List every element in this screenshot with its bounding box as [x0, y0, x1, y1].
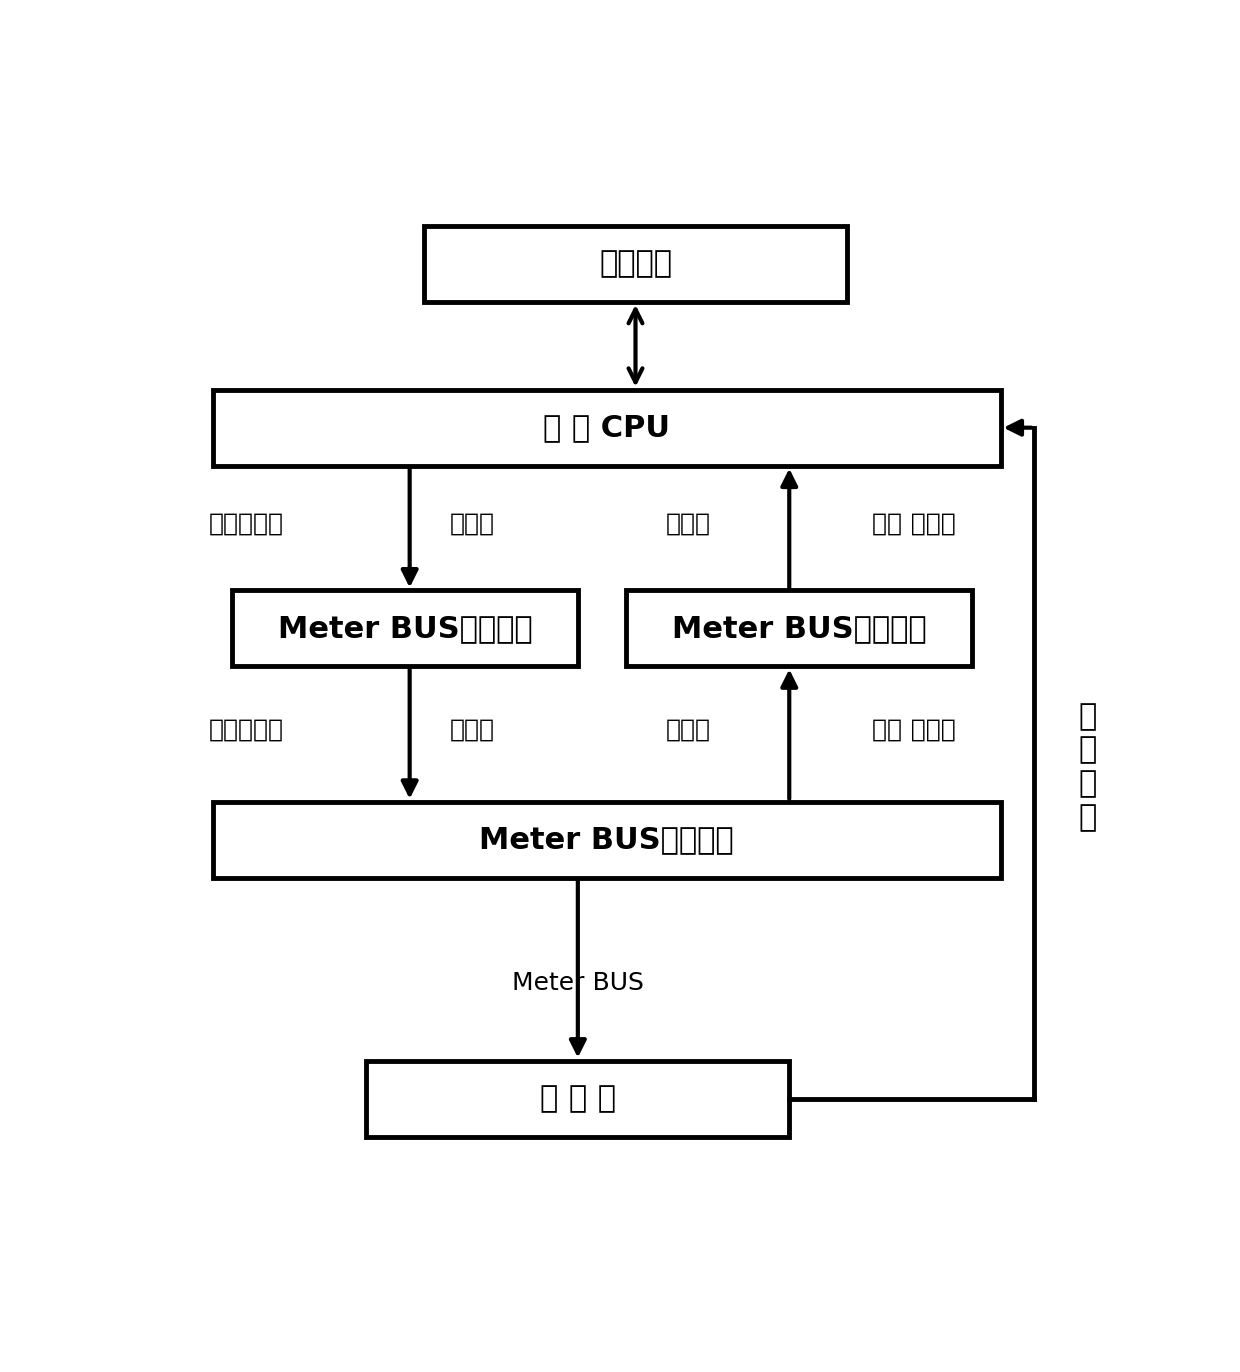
FancyBboxPatch shape — [367, 1061, 789, 1136]
Text: 接收 数据流: 接收 数据流 — [872, 718, 956, 742]
Text: Meter BUS接收模块: Meter BUS接收模块 — [672, 613, 926, 643]
Text: 仪 表 端: 仪 表 端 — [539, 1084, 616, 1113]
Text: 通讯模块: 通讯模块 — [599, 250, 672, 279]
Text: 发送数据流: 发送数据流 — [208, 512, 284, 536]
Text: 数字量: 数字量 — [450, 512, 495, 536]
FancyBboxPatch shape — [213, 801, 1001, 878]
Text: Meter BUS: Meter BUS — [512, 971, 644, 995]
Text: 报
警
信
号: 报 警 信 号 — [1078, 702, 1096, 831]
Text: Meter BUS保护模块: Meter BUS保护模块 — [480, 825, 734, 855]
FancyBboxPatch shape — [626, 590, 972, 667]
Text: 物理量: 物理量 — [450, 718, 495, 742]
Text: Meter BUS发送模块: Meter BUS发送模块 — [278, 613, 532, 643]
FancyBboxPatch shape — [232, 590, 578, 667]
FancyBboxPatch shape — [424, 226, 847, 302]
FancyBboxPatch shape — [213, 390, 1001, 465]
Text: 物理量: 物理量 — [666, 718, 711, 742]
Text: 接收 数据流: 接收 数据流 — [872, 512, 956, 536]
Text: 发送数据流: 发送数据流 — [208, 718, 284, 742]
Text: 数字量: 数字量 — [666, 512, 711, 536]
Text: 网 关 CPU: 网 关 CPU — [543, 413, 670, 442]
